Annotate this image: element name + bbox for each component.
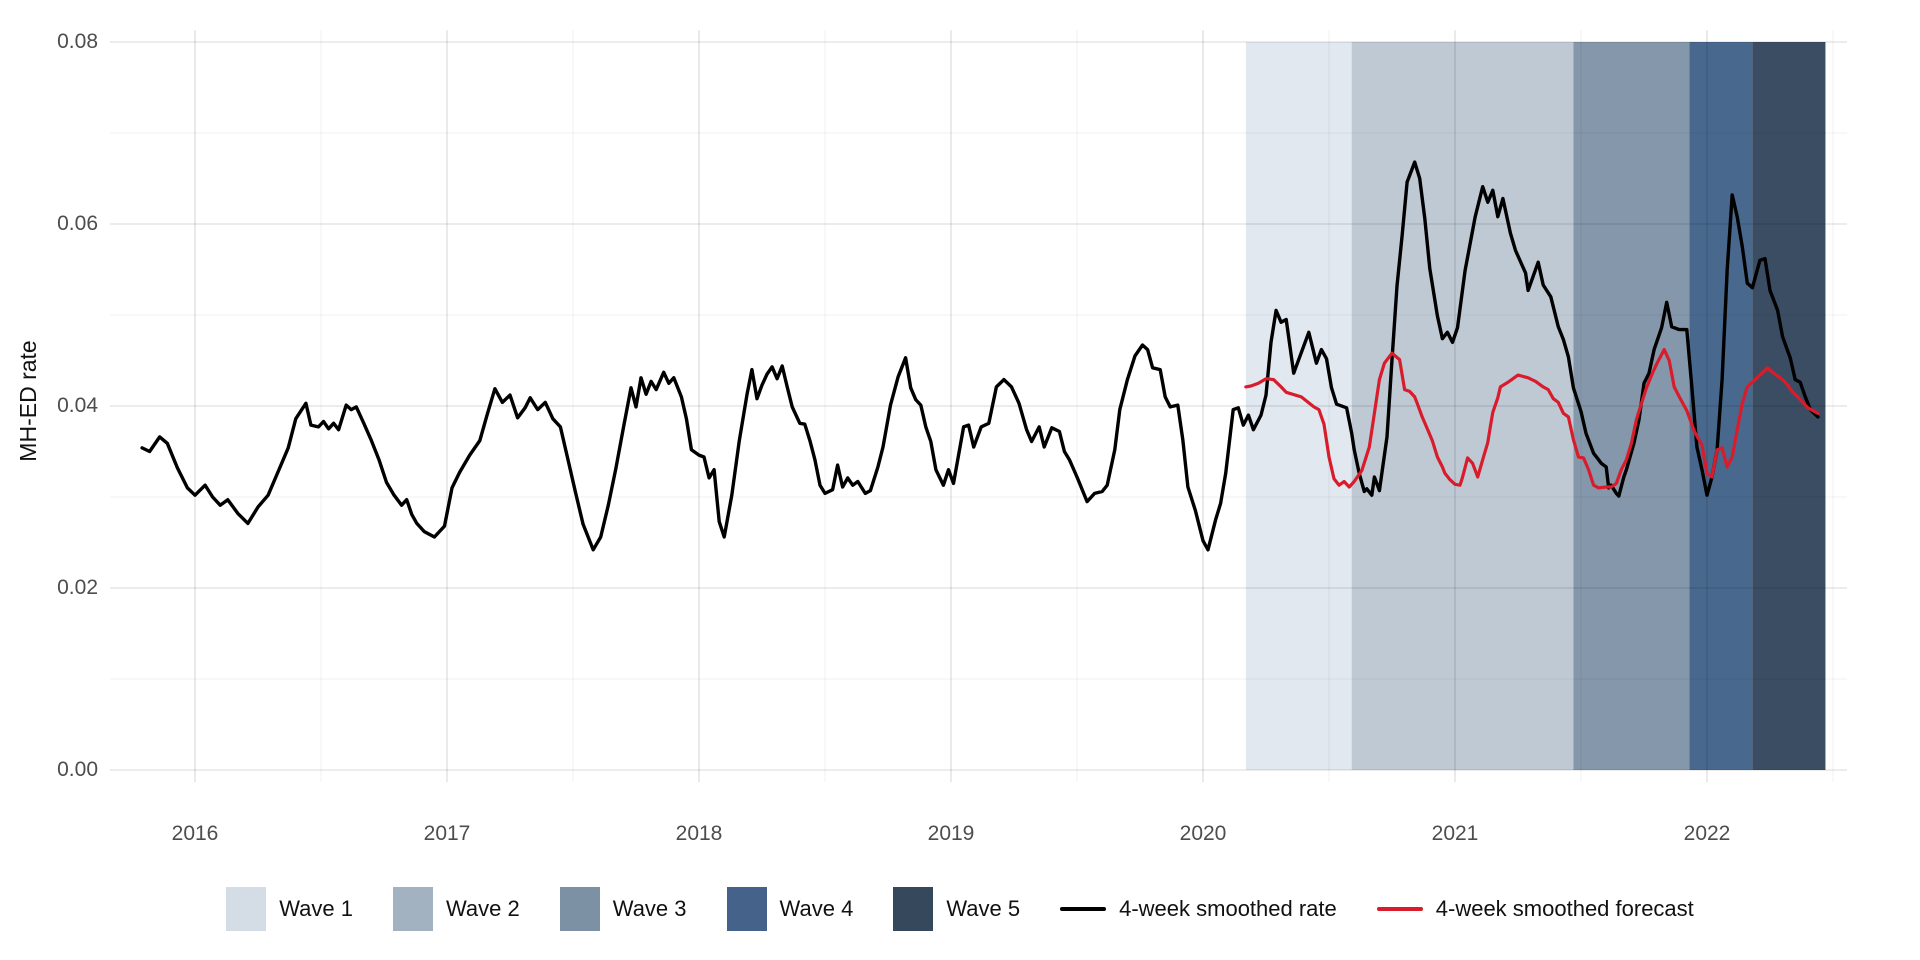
y-tick-label: 0.02	[57, 576, 98, 599]
legend-line-key	[1376, 907, 1423, 911]
x-tick-label: 2020	[1179, 822, 1227, 845]
legend-label: 4-week smoothed forecast	[1435, 896, 1694, 921]
chart-legend: Wave 1 Wave 2 Wave 3 Wave 4 Wave 5 4-week smo…	[0, 880, 1920, 938]
legend-swatch-wave-1	[226, 887, 267, 931]
legend-label: Wave 1	[279, 896, 353, 921]
legend-swatch-wave-5	[893, 887, 934, 931]
legend-item-wave-4: Wave 4	[726, 887, 854, 931]
wave-band-3	[1573, 42, 1690, 770]
legend-swatch-wave-3	[559, 887, 600, 931]
y-tick-label: 0.00	[57, 758, 98, 781]
legend-item-rate: 4-week smoothed rate	[1060, 896, 1337, 922]
x-tick-label: 2019	[927, 822, 975, 845]
x-tick-label: 2022	[1683, 822, 1731, 845]
x-tick-label: 2017	[423, 822, 471, 845]
legend-item-wave-1: Wave 1	[226, 887, 353, 931]
y-tick-label: 0.06	[57, 212, 98, 235]
x-tick-label: 2016	[171, 822, 219, 845]
legend-label: 4-week smoothed rate	[1119, 896, 1337, 921]
x-tick-label: 2018	[675, 822, 723, 845]
legend-label: Wave 4	[779, 896, 854, 921]
legend-swatch-wave-4	[726, 887, 767, 931]
legend-item-wave-3: Wave 3	[559, 887, 687, 931]
x-tick-label: 2021	[1431, 822, 1479, 845]
legend-item-wave-5: Wave 5	[893, 887, 1020, 931]
series-line-forecast	[1244, 348, 1820, 490]
y-tick-label: 0.04	[57, 394, 98, 417]
legend-line-key	[1060, 907, 1107, 911]
legend-item-wave-2: Wave 2	[392, 887, 520, 931]
wave-band-5	[1752, 42, 1826, 770]
legend-label: Wave 2	[445, 896, 520, 921]
y-axis-title: MH-ED rate	[15, 340, 41, 462]
legend-item-forecast: 4-week smoothed forecast	[1376, 896, 1694, 922]
y-tick-label: 0.08	[57, 30, 98, 53]
legend-swatch-wave-2	[392, 887, 433, 931]
legend-label: Wave 3	[612, 896, 687, 921]
legend-label: Wave 5	[946, 896, 1021, 921]
series-line-rate	[140, 160, 1820, 552]
